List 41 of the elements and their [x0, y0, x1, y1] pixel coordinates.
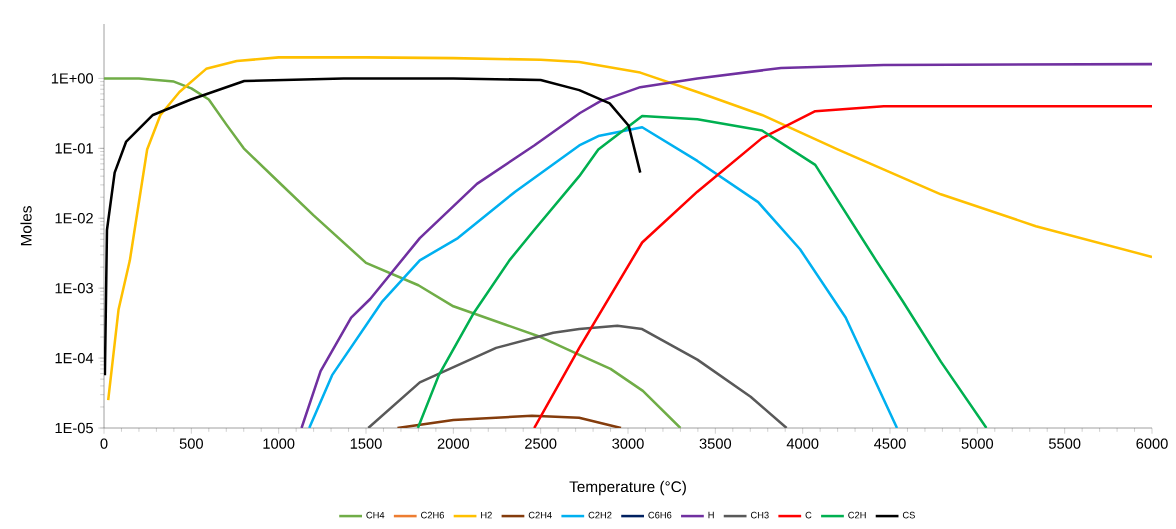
y-tick-label: 1E-04	[55, 352, 94, 364]
x-tick-label: 6000	[1136, 438, 1168, 449]
line-series	[307, 126, 899, 428]
x-tick-label: 4000	[786, 438, 819, 449]
legend-label: C2H4	[528, 511, 552, 519]
y-tick-label: 1E-01	[55, 143, 93, 154]
x-tick-label: 2000	[437, 438, 470, 449]
legend-label: C2H6	[421, 511, 444, 519]
x-tick-label: 0	[100, 438, 108, 449]
line-series	[396, 414, 623, 428]
legend-label: CS	[902, 511, 915, 519]
x-tick-label: 3000	[612, 438, 644, 449]
line-series	[104, 77, 682, 428]
x-tick-label: 5000	[961, 438, 994, 449]
y-axis-title: Moles	[20, 206, 32, 246]
line-series	[300, 62, 1153, 428]
legend-label: C6H6	[648, 511, 672, 519]
x-tick-label: 1500	[350, 438, 382, 449]
x-axis-title: Temperature (°C)	[569, 480, 686, 496]
legend-label: CH4	[366, 511, 385, 519]
x-tick-label: 5500	[1048, 438, 1081, 449]
x-tick-label: 4500	[874, 438, 906, 449]
line-series	[532, 104, 1153, 428]
x-tick-label: 2500	[525, 438, 557, 449]
x-tick-label: 1000	[263, 438, 295, 449]
line-series	[367, 324, 788, 428]
line-series	[104, 77, 642, 377]
y-tick-label: 1E+00	[51, 73, 94, 84]
line-series	[416, 114, 988, 428]
y-tick-label: 1E-02	[55, 213, 93, 224]
legend-label: CH3	[750, 511, 769, 519]
legend-label: C	[805, 511, 812, 519]
y-tick-label: 1E-05	[55, 422, 93, 434]
x-tick-label: 3500	[699, 438, 732, 449]
legend-label: C2H	[848, 511, 866, 519]
y-tick-label: 1E-03	[55, 282, 93, 294]
legend-label: C2H2	[588, 511, 612, 519]
line-series	[106, 56, 1153, 402]
legend-label: H	[708, 511, 714, 519]
x-tick-label: 500	[179, 438, 203, 449]
legend-label: H2	[481, 511, 492, 519]
